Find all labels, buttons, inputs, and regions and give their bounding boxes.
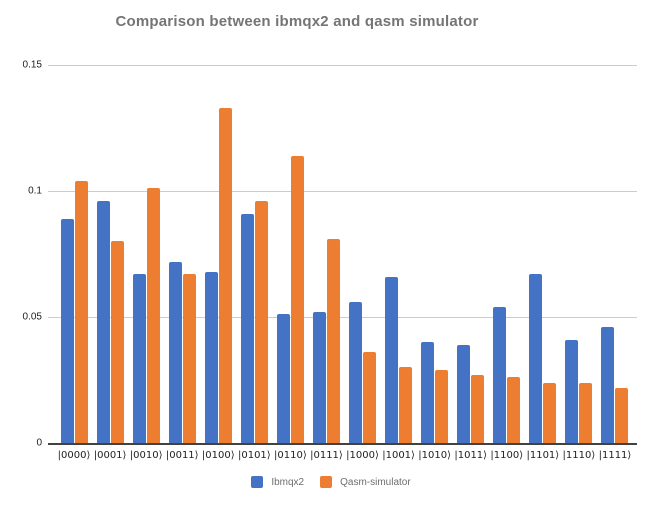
x-tick-label: |0001⟩ xyxy=(93,450,127,461)
y-tick-label: 0.15 xyxy=(22,59,42,71)
legend-label-ibmqx2: Ibmqx2 xyxy=(271,476,305,488)
x-tick-label: |0011⟩ xyxy=(165,450,199,461)
bar-group-1011 xyxy=(453,65,489,443)
bar-qasm-simulator xyxy=(507,377,521,443)
x-tick-label: |1011⟩ xyxy=(454,450,488,461)
legend: Ibmqx2 Qasm-simulator xyxy=(0,476,662,488)
bar-group-1000 xyxy=(345,65,381,443)
bar-qasm-simulator xyxy=(182,274,196,443)
bar-ibmqx2 xyxy=(96,201,110,443)
bar-ibmqx2 xyxy=(601,327,615,443)
legend-item-ibmqx2: Ibmqx2 xyxy=(251,476,304,488)
bar-group-0111 xyxy=(308,65,344,443)
bar-qasm-simulator xyxy=(146,188,160,443)
bar-qasm-simulator xyxy=(363,352,377,443)
bar-qasm-simulator xyxy=(254,201,268,443)
bar-group-1111 xyxy=(597,65,633,443)
bar-group-0011 xyxy=(164,65,200,443)
bar-qasm-simulator xyxy=(399,367,413,443)
x-tick-label: |1100⟩ xyxy=(490,450,524,461)
bar-ibmqx2 xyxy=(493,306,507,443)
bar-group-1101 xyxy=(525,65,561,443)
bar-group-0110 xyxy=(272,65,308,443)
bar-qasm-simulator xyxy=(579,382,593,443)
bar-qasm-simulator xyxy=(435,369,449,443)
legend-swatch-qasm-simulator xyxy=(320,476,333,488)
bar-ibmqx2 xyxy=(565,339,579,443)
bar-group-1010 xyxy=(417,65,453,443)
legend-label-qasm-simulator: Qasm-simulator xyxy=(340,476,411,488)
bar-ibmqx2 xyxy=(204,271,218,443)
bar-qasm-simulator xyxy=(543,382,557,443)
bar-group-0000 xyxy=(56,65,92,443)
y-tick-label: 0.1 xyxy=(28,185,42,197)
bar-groups xyxy=(48,65,637,443)
x-tick-label: |1111⟩ xyxy=(598,450,632,461)
bar-ibmqx2 xyxy=(421,342,435,443)
y-axis: 0 0.05 0.1 0.15 xyxy=(0,60,42,449)
bar-ibmqx2 xyxy=(240,213,254,443)
y-tick-label: 0.05 xyxy=(22,311,42,323)
bar-qasm-simulator xyxy=(290,155,304,443)
x-axis-line xyxy=(48,443,637,445)
bar-ibmqx2 xyxy=(457,344,471,443)
legend-swatch-ibmqx2 xyxy=(251,476,264,488)
x-tick-label: |0101⟩ xyxy=(237,450,271,461)
bar-ibmqx2 xyxy=(385,276,399,443)
bar-group-0100 xyxy=(200,65,236,443)
x-tick-label: |0010⟩ xyxy=(129,450,163,461)
bar-qasm-simulator xyxy=(471,374,485,443)
x-axis-labels: |0000⟩ |0001⟩ |0010⟩ |0011⟩ |0100⟩ |0101⟩ |011… xyxy=(48,450,637,461)
x-tick-label: |0110⟩ xyxy=(274,450,307,461)
bar-group-0001 xyxy=(92,65,128,443)
legend-item-qasm-simulator: Qasm-simulator xyxy=(320,476,411,488)
x-tick-label: |1101⟩ xyxy=(526,450,560,461)
bar-group-0010 xyxy=(128,65,164,443)
bar-qasm-simulator xyxy=(326,238,340,443)
y-tick-label: 0 xyxy=(36,437,42,449)
bar-group-1110 xyxy=(561,65,597,443)
x-tick-label: |0111⟩ xyxy=(310,450,343,461)
x-tick-label: |1010⟩ xyxy=(418,450,452,461)
x-tick-label: |1001⟩ xyxy=(382,450,415,461)
bar-qasm-simulator xyxy=(74,180,88,443)
bar-qasm-simulator xyxy=(615,387,629,443)
gridline xyxy=(48,191,637,192)
gridline xyxy=(48,317,637,318)
bar-ibmqx2 xyxy=(312,311,326,443)
bar-ibmqx2 xyxy=(276,314,290,443)
x-tick-label: |1000⟩ xyxy=(346,450,379,461)
x-tick-label: |1110⟩ xyxy=(562,450,596,461)
bar-qasm-simulator xyxy=(110,241,124,443)
x-tick-label: |0100⟩ xyxy=(201,450,235,461)
chart-title: Comparison between ibmqx2 and qasm simul… xyxy=(115,13,479,30)
bar-ibmqx2 xyxy=(349,301,363,443)
x-tick-label: |0000⟩ xyxy=(57,450,91,461)
plot-area xyxy=(48,65,637,445)
bar-ibmqx2 xyxy=(60,218,74,443)
bar-group-1001 xyxy=(381,65,417,443)
gridline xyxy=(48,65,637,66)
bar-ibmqx2 xyxy=(168,261,182,443)
bar-qasm-simulator xyxy=(218,107,232,443)
bar-ibmqx2 xyxy=(529,274,543,443)
bar-ibmqx2 xyxy=(132,274,146,443)
bar-group-1100 xyxy=(489,65,525,443)
bar-group-0101 xyxy=(236,65,272,443)
